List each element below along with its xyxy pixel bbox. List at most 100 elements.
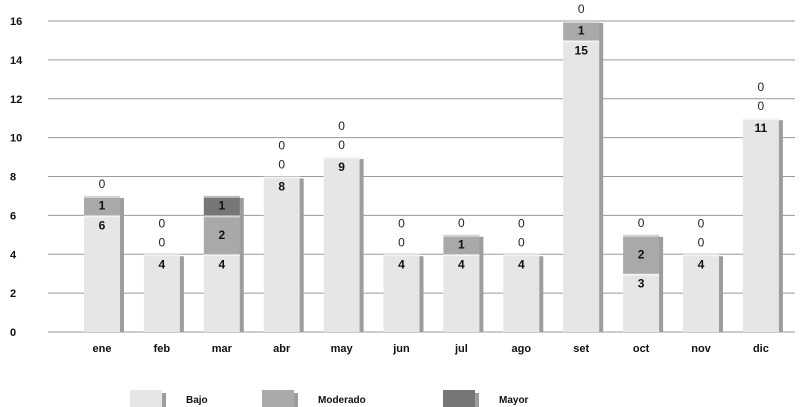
x-tick-label-dic: dic [753,343,769,355]
y-tick-label: 2 [10,288,16,300]
bar-bajo-jul [443,254,480,332]
data-label-mayor: 1 [218,199,225,213]
data-label-mayor: 0 [758,80,765,94]
data-label-moderado: 1 [458,238,465,252]
bar-bajo-jun [383,254,420,332]
x-tick-label-ago: ago [512,343,532,355]
data-label-mayor: 0 [398,216,405,230]
bar-highlight [443,254,480,257]
data-label-bajo: 4 [159,257,166,271]
bar-bajo-oct [623,273,660,332]
data-label-moderado: 0 [758,99,765,113]
bar-bajo-dic [742,118,779,332]
bar-mayor-mar [203,195,240,216]
bar-highlight [623,273,660,276]
y-tick-label: 8 [10,172,16,184]
y-tick-label: 16 [10,16,22,28]
bar-highlight [203,195,240,198]
bar-highlight [203,254,240,257]
bar-bajo-ago [503,254,540,332]
bar-highlight [323,157,360,160]
data-label-bajo: 9 [338,160,345,174]
bar-moderado-ene [84,195,120,216]
bar-highlight [623,234,660,237]
y-tick-label: 12 [10,94,22,106]
data-label-mayor: 0 [278,139,285,153]
bar-bajo-set [563,40,600,332]
data-label-moderado: 0 [518,235,525,249]
legend-swatch-moderado [262,390,294,407]
x-tick-label-nov: nov [691,343,711,355]
data-label-moderado: 2 [218,228,225,242]
data-label-mayor: 0 [458,216,465,230]
data-label-moderado: 1 [578,24,585,38]
data-label-moderado: 0 [159,235,166,249]
y-axis: 0 2 4 6 8 10 12 14 16 [10,16,23,339]
y-tick-label: 10 [10,133,22,145]
data-label-bajo: 4 [398,257,405,271]
bar-bajo-mar [203,254,240,332]
data-label-bajo: 4 [518,257,525,271]
bar-highlight [563,40,600,43]
bar-highlight [563,21,600,23]
bar-bajo-ene [84,215,120,332]
bar-bajo-abr [263,176,300,332]
bar-moderado-jul [443,234,480,255]
data-label-bajo: 3 [638,277,645,291]
data-label-bajo: 4 [458,257,465,271]
bar-highlight [443,234,480,237]
x-tick-label-oct: oct [633,343,650,355]
bars: 6 1 0 4 0 0 4 2 1 8 0 0 9 0 0 4 0 0 4 1 0 4 0 0 15 1 0 3 2 0 4 0 0 11 0 0 [84,2,783,332]
bar-highlight [263,176,300,179]
data-label-mayor: 0 [99,177,106,191]
data-label-bajo: 6 [99,218,106,232]
legend-swatch-mayor [443,390,475,407]
y-tick-label: 4 [10,249,17,261]
data-label-moderado: 0 [278,158,285,172]
bar-highlight [383,254,420,257]
data-label-mayor: 0 [698,216,705,230]
bar-highlight [683,254,719,257]
x-axis: ene feb mar abr may jun jul ago set oct nov dic [93,343,769,355]
x-tick-label-mar: mar [212,343,233,355]
y-tick-label: 14 [10,55,23,67]
data-label-mayor: 0 [638,216,645,230]
bar-bajo-may [323,157,360,332]
data-label-bajo: 4 [698,257,705,271]
x-tick-label-may: may [331,343,354,355]
bar-bajo-nov [683,254,719,332]
x-tick-label-jul: jul [454,343,468,355]
bar-moderado-oct [623,234,660,274]
bar-highlight [84,215,120,218]
legend-label-bajo: Bajo [186,395,208,406]
bar-highlight [203,215,240,218]
legend-label-mayor: Mayor [499,395,529,406]
bar-bajo-feb [143,254,180,332]
data-label-mayor: 0 [518,216,525,230]
data-label-moderado: 0 [338,138,345,152]
data-label-mayor: 0 [578,2,585,16]
data-label-moderado: 0 [698,235,705,249]
x-tick-label-abr: abr [273,343,291,355]
data-label-mayor: 0 [338,119,345,133]
data-label-mayor: 0 [159,216,166,230]
x-tick-label-ene: ene [93,343,112,355]
data-label-moderado: 1 [99,199,106,213]
y-tick-label: 6 [10,210,16,222]
data-label-bajo: 11 [755,121,768,135]
bar-highlight [503,254,540,257]
x-tick-label-jun: jun [392,343,410,355]
bar-moderado-mar [203,215,240,255]
legend-label-moderado: Moderado [318,395,366,406]
bar-moderado-set [563,21,600,41]
data-label-moderado: 0 [398,235,405,249]
bar-highlight [742,118,779,121]
data-label-bajo: 15 [575,43,589,57]
bar-highlight [143,254,180,257]
data-label-bajo: 8 [278,180,285,194]
bar-highlight [84,195,120,198]
data-label-bajo: 4 [218,257,225,271]
x-tick-label-set: set [573,343,589,355]
x-tick-label-feb: feb [154,343,171,355]
